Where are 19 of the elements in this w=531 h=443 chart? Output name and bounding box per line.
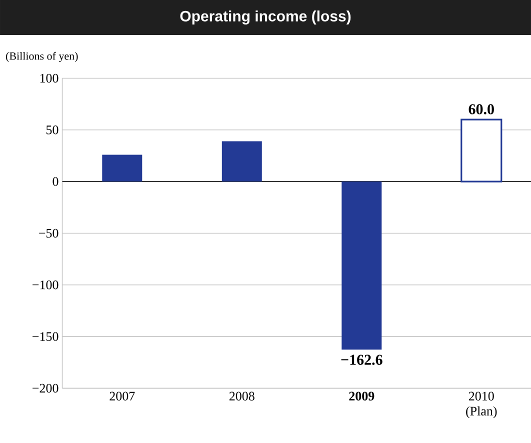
bar [222,141,262,182]
y-tick-label: 50 [46,126,58,134]
chart-title: Operating income (loss) [180,10,351,25]
x-tick-label: 2008 [229,392,254,401]
bar [342,182,382,350]
x-tick-label: 2009 [349,392,374,401]
y-tick-label: −150 [32,332,58,341]
y-axis-title: (Billions of yen) [6,52,78,62]
x-tick-label: 2007 [110,392,135,401]
y-tick-label: 0 [52,177,58,186]
data-label: 60.0 [468,104,494,114]
bar [102,154,142,182]
y-tick-label: −50 [39,228,58,238]
data-label: −162.6 [341,354,382,365]
x-tick-label: 2010 (Plan) [466,392,497,418]
y-tick-label: −200 [32,384,58,393]
y-tick-label: −100 [32,280,58,290]
bar [460,118,502,182]
y-tick-label: 100 [40,74,58,83]
